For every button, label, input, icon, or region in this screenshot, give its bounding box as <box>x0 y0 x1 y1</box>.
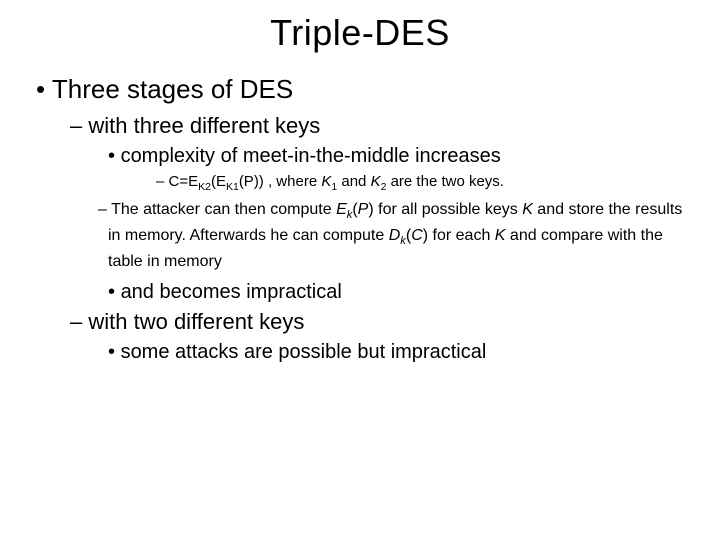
level2-text: with two different keys <box>88 309 304 334</box>
level3-text: and becomes impractical <box>121 281 342 303</box>
level2-item: with three different keys <box>70 113 690 139</box>
attack-p3: ) for all possible keys <box>368 201 522 218</box>
formula-sub2: K1 <box>226 181 239 193</box>
formula-mid1: (E <box>211 173 226 190</box>
slide-title: Triple-DES <box>30 12 690 54</box>
attack-dk: D <box>389 227 401 244</box>
level3-text: some attacks are possible but impractica… <box>121 341 487 363</box>
attack-p6: ) for each <box>423 227 495 244</box>
formula-mid2: (P)) , where <box>239 173 322 190</box>
attack-P: P <box>358 201 369 218</box>
attack-K2: K <box>495 227 506 244</box>
attack-p1: The attacker can then compute <box>111 201 336 218</box>
level1-item: Three stages of DES <box>36 74 690 105</box>
formula-k1: K <box>321 173 331 190</box>
attack-C: C <box>411 227 423 244</box>
level2-text: with three different keys <box>88 113 320 138</box>
level3-item: some attacks are possible but impractica… <box>108 341 690 364</box>
attack-K: K <box>522 201 533 218</box>
level1-text: Three stages of DES <box>52 74 293 104</box>
level3-text: complexity of meet-in-the-middle increas… <box>121 145 501 167</box>
level3-item: complexity of meet-in-the-middle increas… <box>108 145 690 168</box>
level4-formula: C=EK2(EK1(P)) , where K1 and K2 are the … <box>156 173 690 194</box>
formula-k2: K <box>371 173 381 190</box>
formula-prefix: C=E <box>169 173 199 190</box>
level2b-attack: The attacker can then compute Ek(P) for … <box>98 198 690 274</box>
formula-and: and <box>337 173 370 190</box>
formula-sub1: K2 <box>198 181 211 193</box>
formula-suffix: are the two keys. <box>386 173 504 190</box>
level2-item: with two different keys <box>70 309 690 335</box>
attack-ek: E <box>336 201 347 218</box>
level3-item: and becomes impractical <box>108 281 690 304</box>
